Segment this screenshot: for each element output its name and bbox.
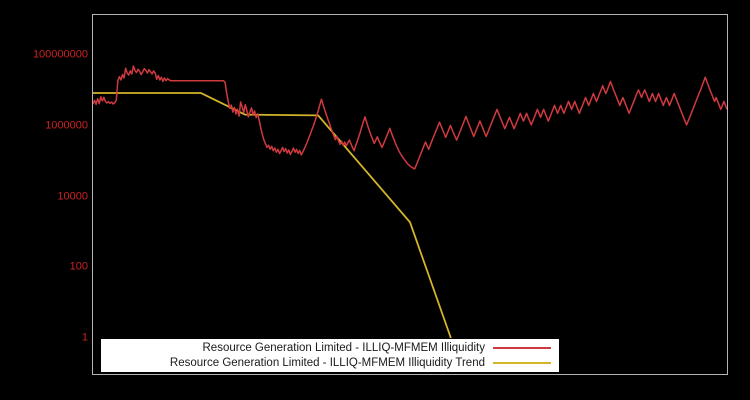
series-line-illiquidity	[93, 65, 727, 170]
y-tick-label: 100000000	[32, 48, 88, 61]
legend-item-illiquidity[interactable]: Resource Generation Limited - ILLIQ-MFME…	[101, 341, 559, 356]
plot-area	[92, 14, 728, 375]
y-tick-label: 100	[69, 260, 88, 273]
legend-label-illiquidity: Resource Generation Limited - ILLIQ-MFME…	[202, 342, 486, 355]
series-canvas	[93, 65, 727, 340]
y-axis-tick-labels: 100000000 1000000 10000 100 1	[0, 0, 88, 400]
y-tick-label: 10000	[57, 190, 88, 202]
y-tick-label: 1	[81, 331, 88, 344]
legend-item-illiquidity-trend[interactable]: Resource Generation Limited - ILLIQ-MFME…	[101, 356, 559, 371]
chart-legend[interactable]: Resource Generation Limited - ILLIQ-MFME…	[100, 338, 560, 373]
legend-swatch-illiquidity-trend	[493, 361, 551, 364]
legend-swatch-illiquidity	[493, 347, 551, 350]
series-line-trend	[93, 92, 453, 340]
y-tick-label: 1000000	[45, 119, 88, 132]
legend-label-illiquidity-trend: Resource Generation Limited - ILLIQ-MFME…	[169, 356, 485, 369]
